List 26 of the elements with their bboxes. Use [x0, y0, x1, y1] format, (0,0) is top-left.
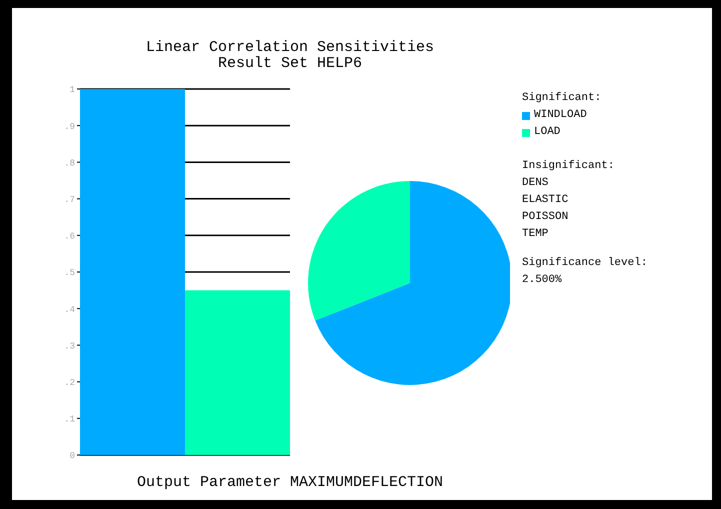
- text: DENS: [522, 176, 550, 191]
- y-tick-label: .1: [64, 414, 75, 425]
- y-tick-label: .4: [64, 304, 75, 315]
- y-tick-label: .6: [64, 232, 75, 242]
- legend-title: Significant:: [522, 91, 602, 106]
- text: ELASTIC: [522, 193, 570, 208]
- text: POISSON: [522, 210, 570, 225]
- text: 2.500%: [522, 273, 563, 288]
- text: Significance level:: [522, 256, 648, 271]
- y-tick-label: .7: [64, 194, 75, 205]
- pie-slice: [315, 181, 510, 385]
- text: TEMP: [522, 227, 550, 242]
- chart-subtitle: Result Set HELP6: [216, 55, 364, 72]
- chart-title: Linear Correlation Sensitivities: [144, 39, 436, 56]
- text: Insignificant:: [522, 159, 616, 174]
- legend-label: LOAD: [534, 125, 560, 140]
- pie-slice: [308, 181, 410, 321]
- legend-label: WINDLOAD: [534, 108, 587, 123]
- y-tick-label: 0: [70, 451, 75, 462]
- y-tick-label: .5: [64, 268, 75, 278]
- y-tick-label: .3: [64, 341, 75, 352]
- y-tick-label: 1: [70, 85, 75, 96]
- y-tick-label: .9: [64, 122, 75, 132]
- y-tick-label: .8: [64, 158, 75, 168]
- x-axis-title: Output Parameter MAXIMUMDEFLECTION: [136, 474, 444, 491]
- y-tick-label: .2: [64, 378, 75, 388]
